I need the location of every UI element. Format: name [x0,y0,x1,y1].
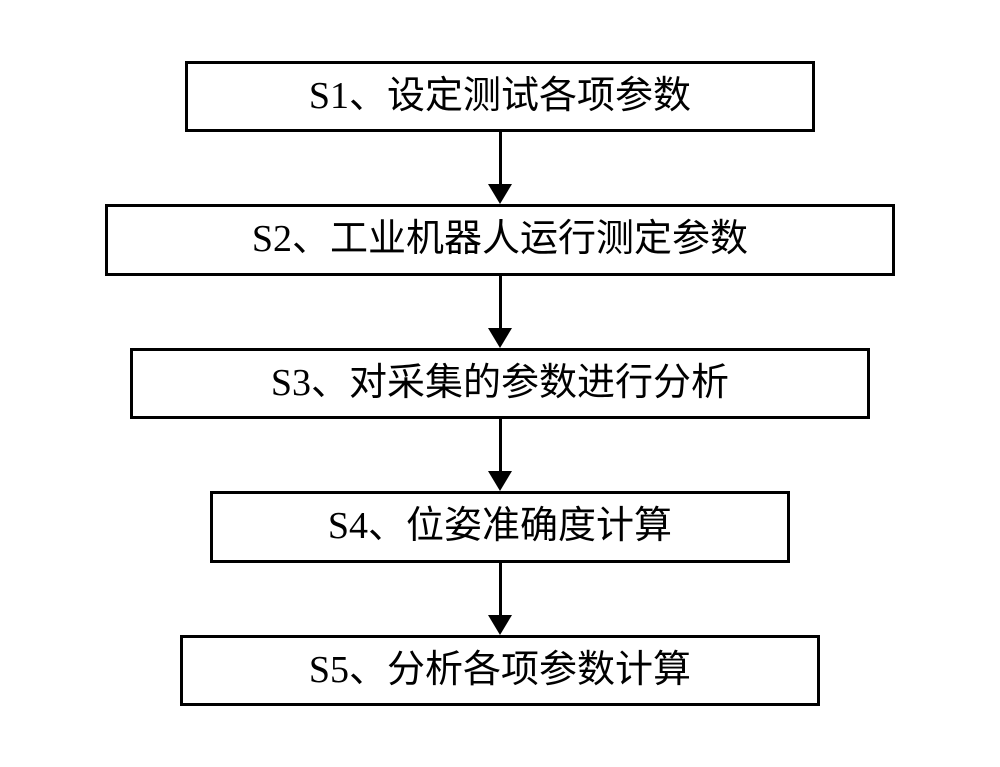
step-label: S1、设定测试各项参数 [309,75,691,117]
step-label: S5、分析各项参数计算 [309,649,691,691]
step-box-4: S4、位姿准确度计算 [210,491,790,562]
arrow-head-icon [488,471,512,491]
step-box-1: S1、设定测试各项参数 [185,61,815,132]
arrow-head-icon [488,184,512,204]
step-box-3: S3、对采集的参数进行分析 [130,348,870,419]
step-label: S3、对采集的参数进行分析 [271,362,729,404]
arrow-head-icon [488,328,512,348]
arrow-2 [488,276,512,348]
arrow-line [499,563,502,615]
step-box-2: S2、工业机器人运行测定参数 [105,204,895,275]
arrow-line [499,419,502,471]
step-label: S2、工业机器人运行测定参数 [252,218,748,260]
arrow-3 [488,419,512,491]
step-box-5: S5、分析各项参数计算 [180,635,820,706]
arrow-line [499,132,502,184]
step-label: S4、位姿准确度计算 [328,505,672,547]
arrow-4 [488,563,512,635]
flowchart-container: S1、设定测试各项参数 S2、工业机器人运行测定参数 S3、对采集的参数进行分析… [0,61,1000,706]
arrow-1 [488,132,512,204]
arrow-head-icon [488,615,512,635]
arrow-line [499,276,502,328]
